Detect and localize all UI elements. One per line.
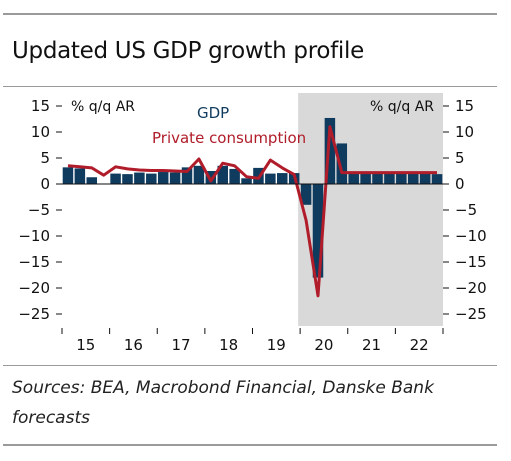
right-tick-label: 15 <box>455 97 474 115</box>
left-axis-unit-label: % q/q AR <box>71 99 135 115</box>
source-rule <box>3 365 497 366</box>
left-tick-label: 5 <box>40 149 50 167</box>
gdp-bar <box>407 173 419 184</box>
right-tick-label: −5 <box>455 201 477 219</box>
gdp-bar <box>134 172 145 184</box>
gdp-bar <box>419 173 431 184</box>
gdp-bar <box>74 168 86 184</box>
gdp-bar <box>396 173 407 184</box>
gdp-bar <box>217 165 228 184</box>
gdp-bar <box>157 172 169 184</box>
gdp-bar <box>312 184 324 278</box>
left-tick-label: 15 <box>31 97 50 115</box>
source-note: Sources: BEA, Macrobond Financial, Dansk… <box>12 378 434 428</box>
consumption-line <box>67 125 437 298</box>
gdp-bar <box>336 143 348 184</box>
gdp-bar <box>300 184 312 205</box>
gdp-bar <box>431 174 443 184</box>
gdp-bar <box>348 173 359 184</box>
x-tick-label: 20 <box>314 336 333 354</box>
gdp-bar <box>122 174 133 184</box>
x-tick-label: 16 <box>124 336 143 354</box>
gdp-bar <box>62 167 74 184</box>
x-tick-label: 22 <box>410 336 429 354</box>
right-tick-label: −10 <box>455 227 487 245</box>
legend-gdp: GDP <box>197 104 229 122</box>
title-rule <box>3 86 497 87</box>
gdp-bar <box>193 165 205 184</box>
gdp-bar <box>205 171 217 184</box>
x-tick-label: 15 <box>76 336 95 354</box>
legend-private-consumption: Private consumption <box>152 129 306 147</box>
left-tick-label: −25 <box>18 305 50 323</box>
left-tick-label: 0 <box>40 175 50 193</box>
x-tick-label: 19 <box>267 336 286 354</box>
right-tick-label: 10 <box>455 123 474 141</box>
gdp-bars <box>62 117 443 278</box>
gdp-bar <box>241 178 252 184</box>
right-axis: 15 10 5 0 −5 −10 −15 −20 −25 <box>443 97 487 323</box>
right-tick-label: 5 <box>455 149 465 167</box>
right-axis-unit-label: % q/q AR <box>370 99 434 115</box>
left-tick-label: 10 <box>31 123 50 141</box>
x-tick-label: 17 <box>172 336 191 354</box>
left-tick-label: −20 <box>18 279 50 297</box>
gdp-bar <box>384 173 395 184</box>
gdp-bar <box>169 172 181 184</box>
top-rule <box>3 13 497 15</box>
gdp-bar <box>86 177 98 184</box>
right-tick-label: −20 <box>455 279 487 297</box>
gdp-bar <box>277 173 288 184</box>
gdp-bar <box>265 173 276 184</box>
gdp-bar <box>372 173 383 184</box>
bottom-rule <box>3 444 497 446</box>
right-tick-label: 0 <box>455 175 465 193</box>
gdp-bar <box>181 167 193 184</box>
left-axis: 15 10 5 0 −5 −10 −15 −20 −25 <box>18 97 62 323</box>
gdp-bar <box>360 173 371 184</box>
gdp-bar <box>146 173 157 184</box>
gdp-bar <box>324 117 336 184</box>
left-tick-label: −5 <box>28 201 50 219</box>
x-tick-label: 18 <box>219 336 238 354</box>
left-tick-label: −15 <box>18 253 50 271</box>
left-tick-label: −10 <box>18 227 50 245</box>
right-tick-label: −25 <box>455 305 487 323</box>
x-axis-ticks: 15 16 17 18 19 20 21 22 <box>61 328 444 354</box>
right-tick-label: −15 <box>455 253 487 271</box>
x-tick-label: 21 <box>362 336 381 354</box>
gdp-bar <box>229 168 240 184</box>
gdp-bar <box>110 173 121 184</box>
chart-title: Updated US GDP growth profile <box>12 38 364 64</box>
gdp-chart: 15 10 5 0 −5 −10 −15 −20 −25 15 10 5 0 −5 −10 −15 −20 −2… <box>18 93 487 354</box>
